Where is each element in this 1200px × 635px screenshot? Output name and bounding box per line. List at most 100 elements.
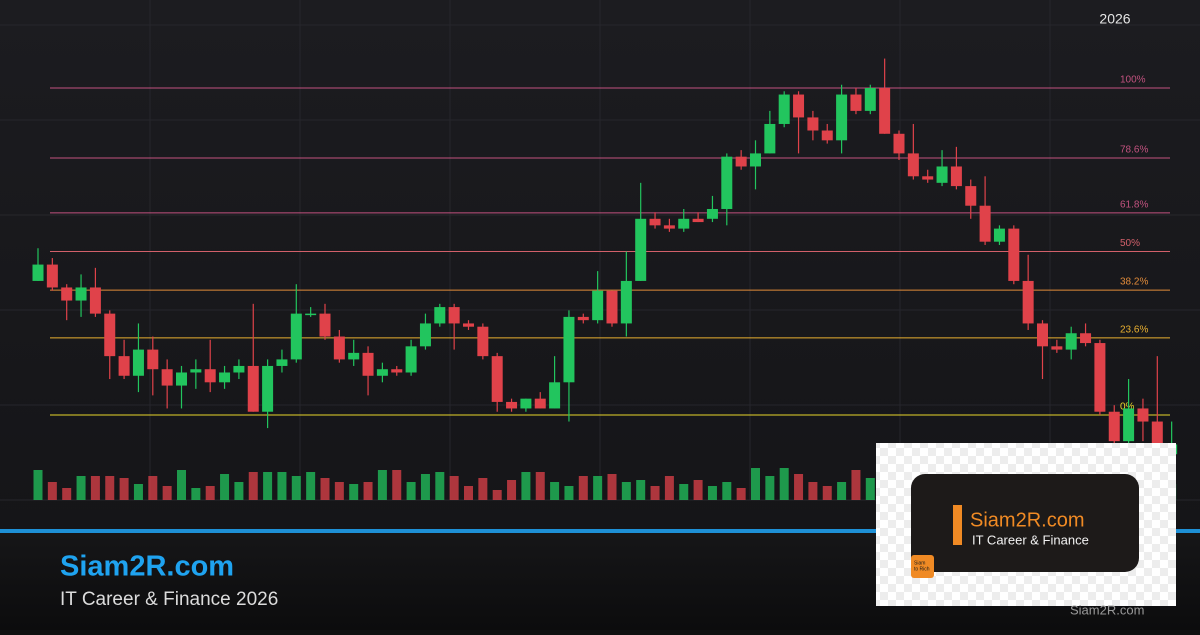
volume-bar bbox=[822, 486, 832, 500]
candle-body bbox=[290, 313, 302, 360]
volume-bar bbox=[306, 472, 316, 500]
candle-body bbox=[405, 346, 417, 373]
candle-body bbox=[721, 156, 733, 209]
candle-body bbox=[348, 352, 360, 360]
candle-body bbox=[1051, 346, 1063, 350]
volume-bar bbox=[392, 470, 402, 500]
candle-body bbox=[821, 130, 833, 141]
candle-body bbox=[692, 218, 704, 223]
candle-body bbox=[864, 88, 876, 111]
volume-bar bbox=[535, 472, 545, 500]
candle-body bbox=[276, 359, 288, 366]
volume-bar bbox=[420, 474, 430, 500]
candle-body bbox=[118, 356, 130, 376]
volume-bar bbox=[765, 476, 775, 500]
candle-body bbox=[1094, 343, 1106, 412]
volume-bar bbox=[177, 470, 186, 500]
candle-body bbox=[491, 356, 503, 402]
volume-bar bbox=[693, 480, 703, 500]
footer-rule bbox=[0, 529, 1200, 533]
candle-body bbox=[219, 372, 231, 383]
candle-body bbox=[922, 176, 934, 180]
candle-body bbox=[549, 382, 561, 409]
card-tagline: IT Career & Finance bbox=[972, 532, 1089, 547]
candle-body bbox=[477, 326, 489, 357]
volume-bar bbox=[808, 482, 818, 500]
candle-body bbox=[1008, 228, 1020, 281]
candle-body bbox=[793, 94, 805, 118]
candle-body bbox=[907, 153, 919, 177]
volume-bar bbox=[865, 478, 875, 500]
volume-bar bbox=[837, 482, 847, 500]
card-logo bbox=[911, 555, 934, 578]
candle-body bbox=[1137, 408, 1149, 422]
volume-bar bbox=[650, 486, 660, 500]
period-label: 2026 bbox=[1099, 11, 1130, 27]
volume-bar bbox=[492, 490, 502, 500]
candle-body bbox=[176, 372, 187, 386]
volume-bar bbox=[507, 480, 517, 500]
candle-body bbox=[635, 218, 647, 281]
volume-bar bbox=[148, 476, 158, 500]
volume-bar bbox=[478, 478, 488, 500]
candle-body bbox=[132, 349, 144, 376]
volume-bar bbox=[664, 476, 674, 500]
candle-body bbox=[204, 369, 216, 383]
candle-body bbox=[1037, 323, 1048, 347]
candle-body bbox=[750, 153, 761, 167]
volume-bar bbox=[679, 484, 689, 500]
candle-body bbox=[606, 290, 618, 324]
volume-bar bbox=[291, 476, 301, 500]
volume-bar bbox=[33, 470, 43, 500]
candle-body bbox=[104, 313, 116, 357]
candle-body bbox=[965, 186, 977, 206]
volume-bar bbox=[277, 472, 287, 500]
candle-body bbox=[190, 369, 202, 373]
volume-bar bbox=[593, 476, 603, 500]
volume-bar bbox=[779, 468, 789, 500]
card-logo-line: to Rich bbox=[914, 566, 930, 572]
volume-bar bbox=[449, 476, 459, 500]
brand-card: Siam2R.com IT Career & Finance Siam to R… bbox=[876, 443, 1176, 617]
volume-bar bbox=[550, 482, 560, 500]
fib-label: 38.2% bbox=[1120, 277, 1148, 288]
candle-body bbox=[434, 307, 446, 324]
fib-label: 50% bbox=[1120, 238, 1140, 249]
candle-body bbox=[778, 94, 790, 124]
fib-label: 23.6% bbox=[1120, 324, 1148, 335]
candle-body bbox=[807, 117, 819, 131]
volume-bar bbox=[363, 482, 373, 500]
candle-body bbox=[649, 218, 661, 226]
volume-bar bbox=[133, 484, 143, 500]
volume-bar bbox=[794, 474, 804, 500]
candle-body bbox=[563, 316, 575, 383]
volume-bar bbox=[435, 472, 445, 500]
candle-body bbox=[463, 323, 474, 327]
candle-body bbox=[678, 218, 690, 229]
candle-body bbox=[850, 94, 862, 111]
candle-body bbox=[262, 365, 274, 412]
candle-body bbox=[161, 369, 173, 386]
brand-tagline: IT Career & Finance 2026 bbox=[60, 589, 278, 610]
volume-bar bbox=[234, 482, 244, 500]
fib-label: 0% bbox=[1120, 402, 1135, 413]
volume-bar bbox=[751, 468, 760, 500]
candle-body bbox=[735, 156, 747, 167]
volume-bar bbox=[119, 478, 129, 500]
volume-bar bbox=[636, 480, 646, 500]
volume-bar bbox=[349, 484, 359, 500]
candle-body bbox=[89, 287, 101, 314]
volume-bar bbox=[105, 476, 115, 500]
card-panel bbox=[911, 474, 1139, 572]
candle-body bbox=[879, 88, 891, 134]
candle-body bbox=[979, 205, 991, 242]
card-accent bbox=[953, 505, 962, 545]
card-site: Siam2R.com bbox=[970, 509, 1084, 531]
fib-label: 78.6% bbox=[1120, 145, 1148, 156]
candle-body bbox=[950, 166, 962, 187]
volume-bar bbox=[564, 486, 574, 500]
candle-body bbox=[764, 123, 776, 154]
card-watermark: Siam2R.com bbox=[1070, 602, 1144, 617]
volume-bar bbox=[90, 476, 100, 500]
